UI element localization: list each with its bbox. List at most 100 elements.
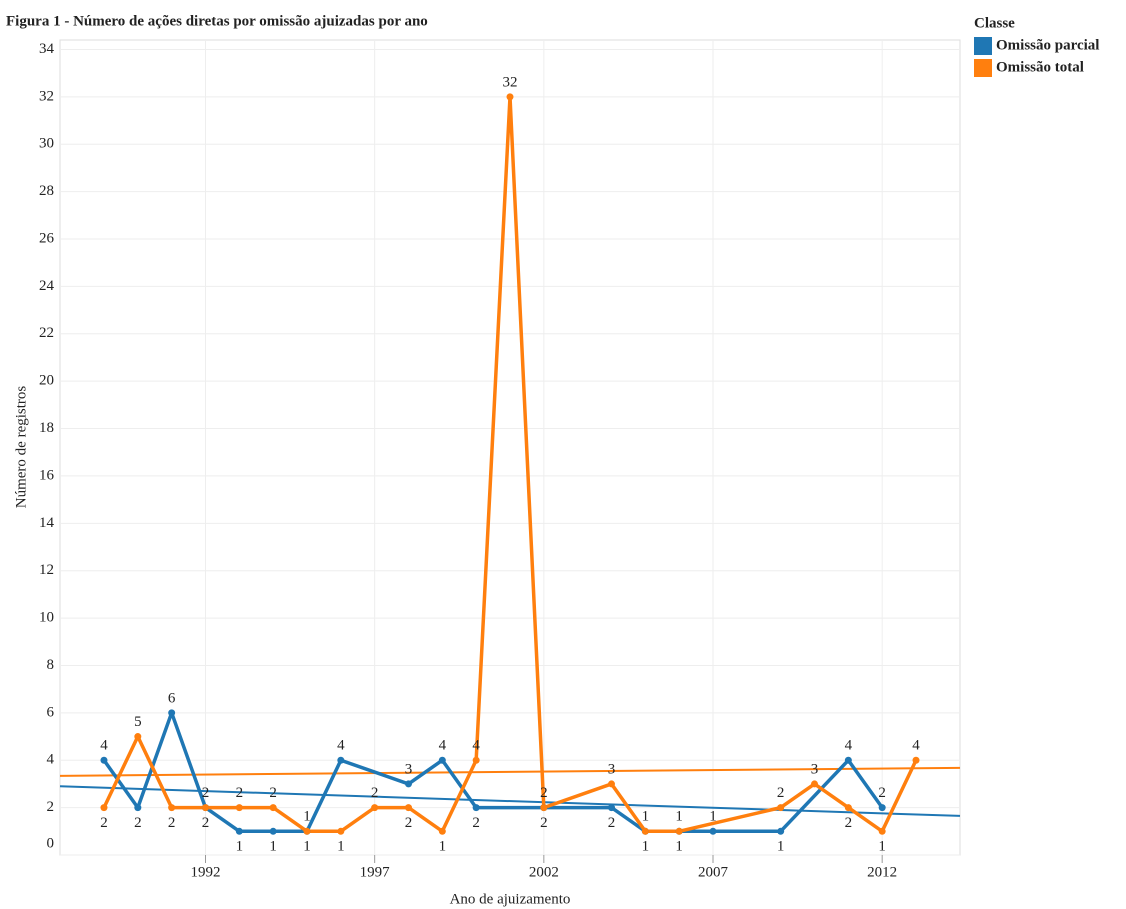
data-label: 2 (472, 815, 480, 831)
data-point (404, 780, 412, 788)
data-label: 1 (642, 809, 650, 825)
data-point (235, 804, 243, 812)
y-tick-label: 0 (47, 835, 55, 851)
y-tick-label: 18 (39, 420, 54, 436)
y-tick-label: 4 (47, 752, 55, 768)
data-point (168, 804, 176, 812)
data-point (168, 709, 176, 717)
trend-line (59, 766, 961, 777)
legend-title: Classe (974, 15, 1015, 31)
x-axis-label: Ano de ajuizamento (450, 891, 571, 907)
data-label: 1 (303, 839, 311, 855)
x-tick-label: 2002 (529, 864, 559, 880)
data-label: 2 (168, 815, 176, 831)
data-label: 2 (100, 815, 108, 831)
y-tick-label: 6 (47, 704, 55, 720)
data-point (675, 827, 683, 835)
y-tick-label: 32 (39, 88, 54, 104)
data-point (100, 756, 108, 764)
data-point (337, 756, 345, 764)
data-label: 1 (878, 839, 886, 855)
x-tick-label: 1992 (190, 864, 220, 880)
data-label: 6 (168, 690, 176, 706)
data-point (438, 756, 446, 764)
y-tick-label: 14 (39, 515, 55, 531)
legend-label: Omissão total (996, 59, 1084, 75)
data-label: 2 (608, 815, 616, 831)
data-label: 2 (405, 815, 413, 831)
data-point (269, 827, 277, 835)
legend-swatch (974, 59, 992, 77)
y-tick-label: 20 (39, 373, 54, 389)
data-label: 2 (777, 785, 785, 801)
data-point (709, 827, 717, 835)
data-point (100, 804, 108, 812)
data-point (134, 804, 142, 812)
data-label: 1 (675, 809, 683, 825)
data-label: 4 (439, 738, 447, 754)
x-tick-label: 1997 (360, 864, 391, 880)
data-label: 1 (675, 839, 683, 855)
data-label: 1 (337, 839, 345, 855)
y-tick-label: 12 (39, 562, 54, 578)
data-label: 32 (503, 74, 518, 90)
data-point (844, 756, 852, 764)
y-tick-label: 24 (39, 278, 55, 294)
data-point (777, 827, 785, 835)
data-point (878, 827, 886, 835)
data-point (878, 804, 886, 812)
data-label: 1 (709, 809, 717, 825)
data-point (371, 804, 379, 812)
data-label: 4 (845, 738, 853, 754)
data-label: 3 (405, 761, 413, 777)
data-label: 3 (811, 761, 819, 777)
data-label: 2 (540, 785, 548, 801)
y-tick-label: 2 (47, 799, 55, 815)
chart-title: Figura 1 - Número de ações diretas por o… (6, 13, 428, 29)
data-label: 4 (912, 738, 920, 754)
data-point (844, 804, 852, 812)
data-point (303, 827, 311, 835)
data-label: 1 (642, 839, 650, 855)
data-label: 2 (236, 785, 244, 801)
data-point (269, 804, 277, 812)
plot-frame (59, 39, 961, 856)
series-line (102, 95, 918, 834)
data-label: 4 (472, 738, 480, 754)
data-point (134, 733, 142, 741)
data-point (235, 827, 243, 835)
legend-swatch (974, 37, 992, 55)
data-point (811, 780, 819, 788)
data-label: 2 (371, 785, 379, 801)
y-tick-label: 16 (39, 467, 55, 483)
data-label: 1 (439, 839, 447, 855)
data-label: 1 (303, 809, 311, 825)
data-point (337, 827, 345, 835)
data-point (641, 827, 649, 835)
y-axis-label: Número de registros (13, 386, 29, 509)
legend-label: Omissão parcial (996, 37, 1099, 53)
data-point (472, 756, 480, 764)
data-point (608, 780, 616, 788)
data-label: 2 (878, 785, 886, 801)
x-tick-label: 2007 (698, 864, 729, 880)
x-tick-label: 2012 (867, 864, 897, 880)
data-label: 2 (540, 815, 548, 831)
data-point (608, 804, 616, 812)
data-label: 4 (337, 738, 345, 754)
y-tick-label: 10 (39, 610, 54, 626)
data-point (438, 827, 446, 835)
y-tick-label: 34 (39, 41, 55, 57)
data-label: 2 (202, 815, 210, 831)
data-label: 4 (100, 738, 108, 754)
trend-line (59, 785, 961, 817)
data-label: 3 (608, 761, 616, 777)
data-label: 2 (269, 785, 277, 801)
data-label: 2 (202, 785, 210, 801)
data-label: 1 (777, 839, 785, 855)
y-tick-label: 26 (39, 230, 55, 246)
data-point (777, 804, 785, 812)
data-point (540, 804, 548, 812)
y-tick-label: 30 (39, 136, 54, 152)
